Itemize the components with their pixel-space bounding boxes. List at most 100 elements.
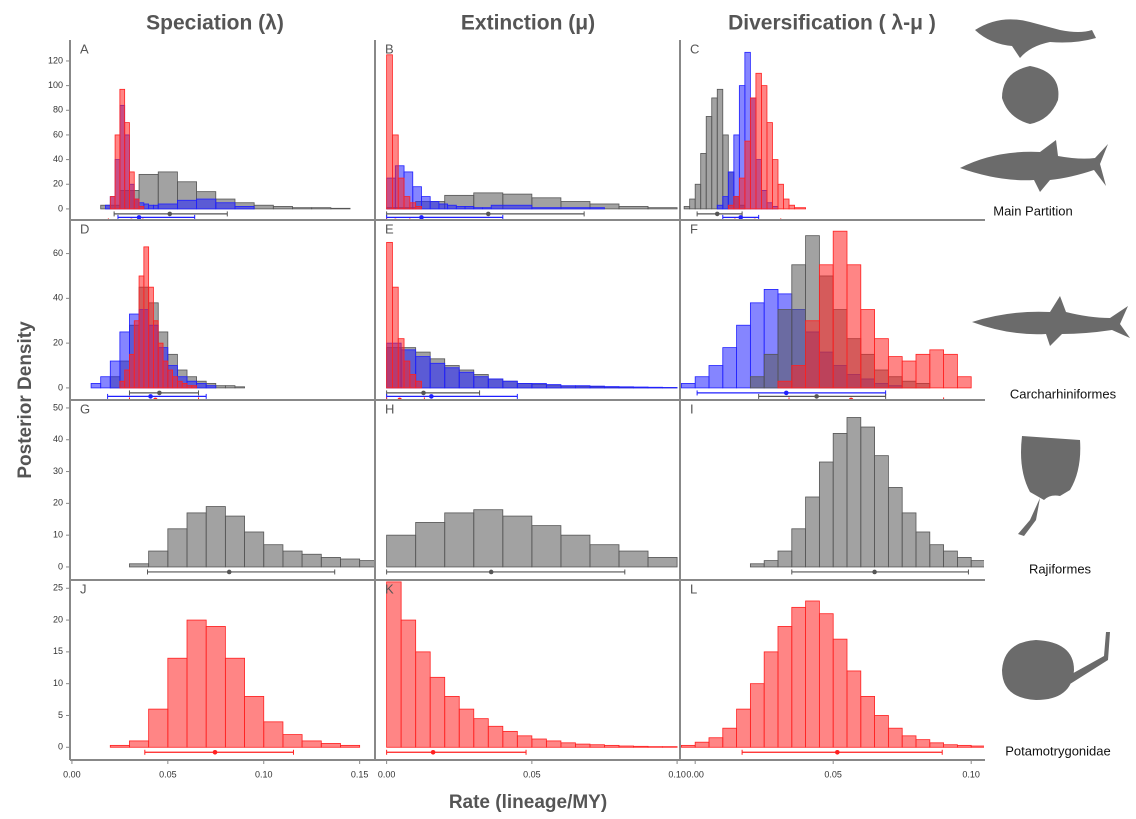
histogram-bar bbox=[386, 534, 417, 568]
histogram-bar bbox=[415, 522, 446, 568]
y-tick-label: 80 bbox=[53, 105, 63, 115]
histogram-bar bbox=[662, 746, 678, 748]
histogram-bar bbox=[234, 206, 255, 210]
histogram-bar bbox=[683, 206, 691, 210]
histogram-bar bbox=[386, 581, 402, 748]
ray-silhouette bbox=[1002, 66, 1059, 124]
histogram-bar bbox=[783, 198, 790, 210]
histogram-bar bbox=[716, 88, 724, 210]
histogram-bar bbox=[722, 196, 729, 210]
histogram-bar bbox=[647, 557, 678, 568]
histogram-bar bbox=[205, 385, 217, 389]
histogram-bar bbox=[205, 626, 226, 748]
histogram-bar bbox=[340, 744, 361, 748]
histogram-bar bbox=[755, 72, 762, 210]
histogram-bar bbox=[681, 744, 696, 748]
y-tick-label: 5 bbox=[58, 710, 63, 720]
histogram-bar bbox=[153, 204, 159, 210]
histogram-bar bbox=[589, 744, 605, 748]
panel-marks bbox=[386, 509, 678, 575]
shark-silhouette bbox=[960, 140, 1108, 192]
histogram-bar bbox=[818, 264, 834, 389]
histogram-bar bbox=[761, 85, 768, 210]
panel-label: C bbox=[690, 41, 699, 56]
histogram-bar bbox=[763, 560, 779, 568]
y-tick-label: 120 bbox=[48, 55, 63, 65]
histogram-bar bbox=[386, 241, 393, 389]
histogram-bar bbox=[681, 383, 696, 389]
panel-label: E bbox=[385, 221, 394, 236]
interval-mean bbox=[136, 215, 142, 219]
interval-mean bbox=[148, 394, 153, 399]
histogram-bar bbox=[244, 531, 265, 568]
histogram-bar bbox=[791, 606, 806, 748]
histogram-bar bbox=[177, 380, 183, 389]
y-tick-label: 60 bbox=[53, 129, 63, 139]
interval-mean bbox=[872, 569, 877, 575]
histogram-bar bbox=[234, 386, 245, 389]
shark-silhouette bbox=[972, 296, 1130, 346]
histogram-bar bbox=[618, 206, 649, 210]
histogram-bar bbox=[736, 324, 751, 389]
interval-mean bbox=[429, 394, 434, 399]
histogram-bar bbox=[531, 197, 562, 210]
histogram-bar bbox=[560, 534, 591, 568]
y-tick-label: 15 bbox=[53, 646, 63, 656]
y-tick-label: 20 bbox=[53, 179, 63, 189]
histogram-bar bbox=[458, 371, 475, 389]
histogram-bar bbox=[766, 122, 773, 210]
histogram-bar bbox=[438, 203, 449, 210]
panel-marks bbox=[683, 51, 806, 219]
histogram-bar bbox=[705, 116, 713, 210]
histogram-bar bbox=[805, 320, 820, 389]
histogram-bar bbox=[874, 715, 889, 748]
histogram-bar bbox=[244, 695, 265, 748]
y-tick-label: 40 bbox=[53, 434, 63, 444]
interval-mean bbox=[167, 211, 173, 217]
histogram-bar bbox=[531, 525, 562, 568]
histogram-bar bbox=[788, 204, 795, 210]
interval-mean bbox=[849, 397, 854, 399]
panel-marks bbox=[100, 88, 351, 219]
histogram-bar bbox=[429, 201, 440, 210]
y-tick-label: 40 bbox=[53, 154, 63, 164]
histogram-bar bbox=[887, 356, 903, 389]
histogram-bar bbox=[738, 177, 746, 210]
histogram-bar bbox=[133, 198, 140, 210]
panel-label: A bbox=[80, 41, 89, 56]
histogram-bar bbox=[415, 380, 422, 389]
stingray-silhouette bbox=[1002, 632, 1110, 700]
histogram-bar bbox=[694, 376, 710, 389]
y-tick-label: 25 bbox=[53, 583, 63, 593]
x-tick-label: 0.15 bbox=[351, 769, 369, 779]
panel-marks bbox=[681, 600, 984, 755]
histogram-bar bbox=[400, 619, 417, 748]
panel-marks bbox=[386, 581, 678, 755]
histogram-bar bbox=[805, 600, 820, 748]
x-tick-label: 0.05 bbox=[523, 769, 541, 779]
histogram-bar bbox=[473, 718, 489, 748]
histogram-bar bbox=[901, 360, 917, 389]
histogram-bar bbox=[340, 558, 361, 568]
histogram-bar bbox=[282, 550, 303, 568]
histogram-bar bbox=[618, 386, 634, 389]
histogram-bar bbox=[647, 207, 678, 210]
histogram-bar bbox=[421, 196, 431, 210]
histogram-bar bbox=[301, 553, 322, 568]
histogram-bar bbox=[429, 362, 446, 389]
interval-mean bbox=[157, 390, 162, 396]
histogram-bar bbox=[129, 171, 135, 210]
y-tick-label: 0 bbox=[58, 382, 63, 392]
histogram-bar bbox=[970, 560, 984, 568]
histogram-bar bbox=[777, 380, 793, 389]
histogram-bar bbox=[777, 309, 793, 389]
histogram-bar bbox=[722, 347, 737, 389]
skate-silhouette bbox=[1018, 436, 1081, 536]
histogram-bar bbox=[818, 613, 834, 748]
y-tick-label: 60 bbox=[53, 248, 63, 258]
histogram-bar bbox=[545, 740, 562, 748]
panel-marks bbox=[386, 54, 678, 219]
panel-label: J bbox=[80, 581, 87, 596]
histogram-bar bbox=[403, 360, 411, 389]
